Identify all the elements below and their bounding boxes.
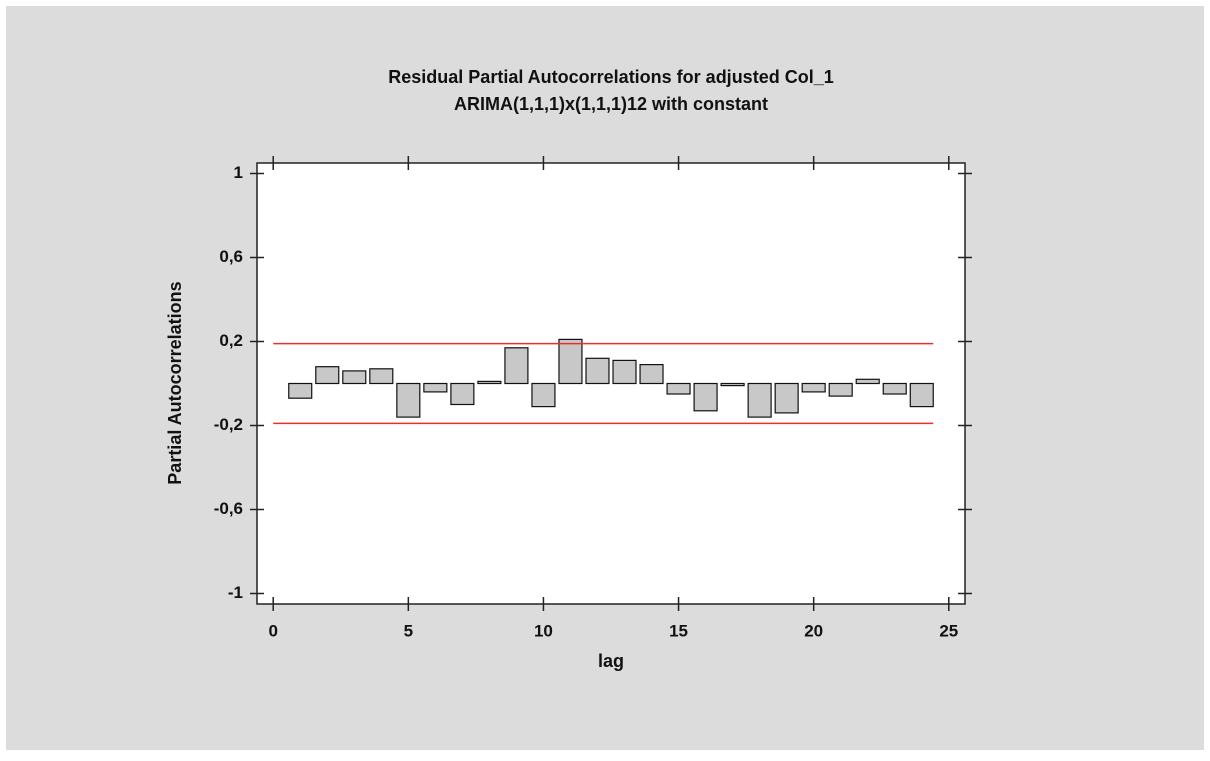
- bar: [315, 366, 340, 385]
- x-axis-label: lag: [598, 651, 624, 671]
- bar: [909, 382, 934, 408]
- bar: [342, 370, 367, 385]
- bar: [882, 382, 907, 395]
- bar: [612, 359, 637, 385]
- bar: [396, 382, 421, 418]
- y-tick-label: -0,6: [214, 499, 243, 518]
- x-tick-label: 25: [939, 621, 958, 640]
- chart-title: Residual Partial Autocorrelations for ad…: [388, 67, 833, 87]
- bar: [774, 382, 799, 414]
- bar: [666, 382, 691, 395]
- bar: [585, 357, 610, 385]
- y-tick-label: -1: [228, 583, 243, 602]
- bar: [639, 364, 664, 385]
- x-tick-label: 0: [268, 621, 277, 640]
- bar: [504, 347, 529, 385]
- y-tick-label: 0,2: [219, 331, 243, 350]
- bar: [720, 382, 745, 387]
- bar: [477, 380, 502, 385]
- y-tick-label: 1: [234, 163, 243, 182]
- bar: [288, 382, 313, 399]
- bar: [828, 382, 853, 397]
- bar: [801, 382, 826, 393]
- y-axis-label: Partial Autocorrelations: [165, 281, 185, 484]
- y-tick-label: -0,2: [214, 415, 243, 434]
- bar: [855, 378, 880, 385]
- bar: [558, 338, 583, 385]
- bar: [450, 382, 475, 406]
- bar: [531, 382, 556, 408]
- x-tick-label: 20: [804, 621, 823, 640]
- y-tick-label: 0,6: [219, 247, 243, 266]
- bar: [423, 382, 448, 393]
- x-tick-label: 15: [669, 621, 688, 640]
- chart-subtitle: ARIMA(1,1,1)x(1,1,1)12 with constant: [454, 94, 768, 114]
- x-tick-label: 10: [534, 621, 553, 640]
- x-tick-label: 5: [404, 621, 413, 640]
- bar: [693, 382, 718, 412]
- bar: [747, 382, 772, 418]
- bar: [369, 368, 394, 385]
